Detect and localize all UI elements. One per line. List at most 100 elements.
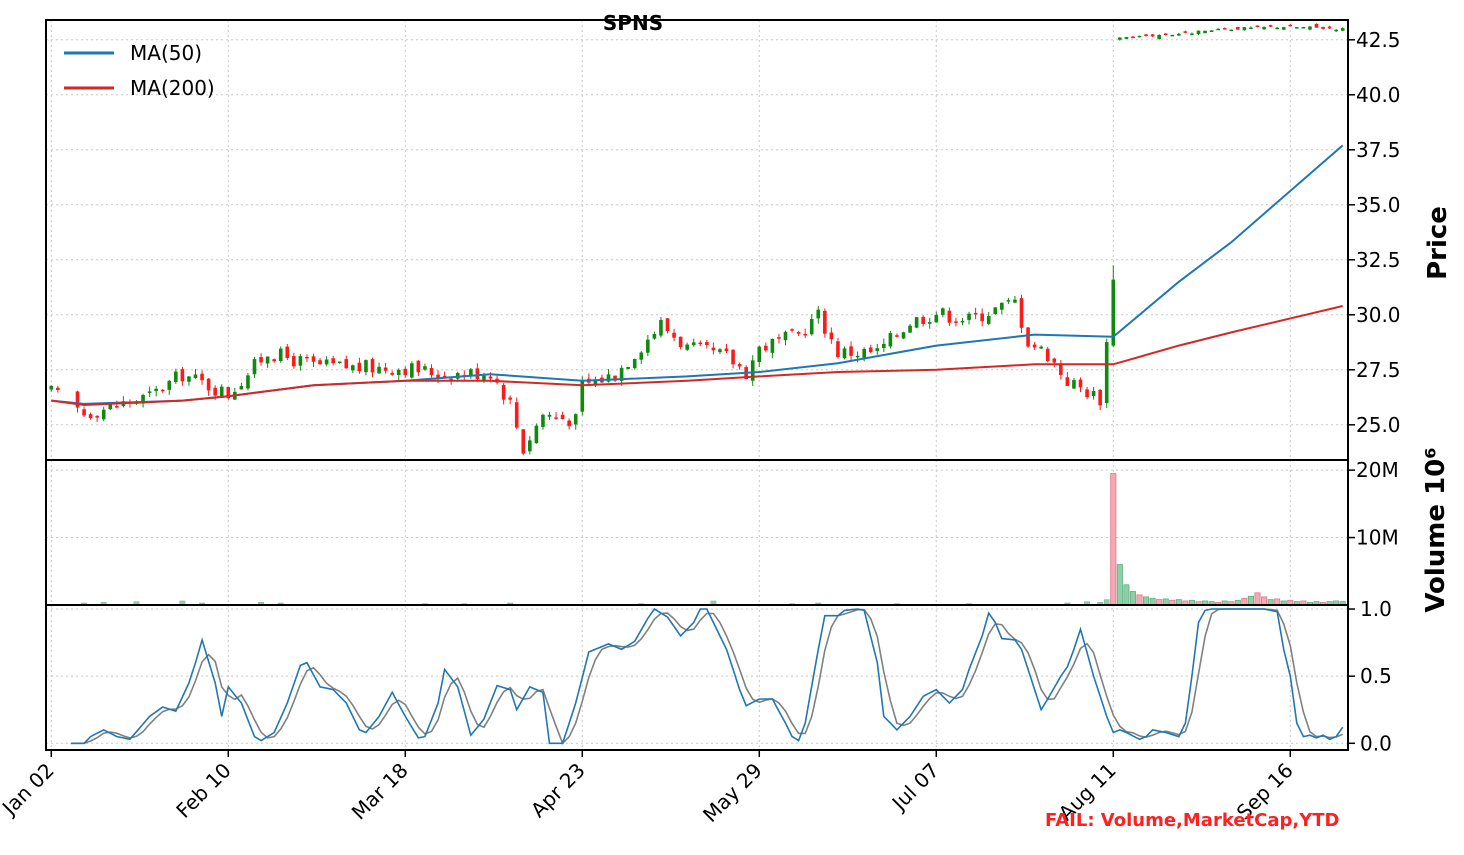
- volume-tick-label: 20M: [1356, 458, 1399, 482]
- candle-body: [724, 348, 729, 352]
- candle-body: [1163, 33, 1168, 35]
- candle-body: [1308, 26, 1312, 30]
- candle-body: [1242, 27, 1247, 31]
- candle-body: [619, 367, 624, 381]
- candle-body: [1255, 25, 1260, 28]
- candle-body: [200, 373, 204, 381]
- candle-body: [560, 414, 565, 420]
- candle-body: [278, 348, 283, 362]
- candle-body: [1013, 299, 1017, 303]
- candle-body: [960, 320, 965, 323]
- candle-body: [718, 349, 722, 353]
- osc-tick-label: 0.5: [1360, 664, 1392, 688]
- candle-body: [1045, 348, 1050, 362]
- volume-panel: [81, 473, 1346, 606]
- volume-tick-label: 10M: [1356, 526, 1399, 550]
- candle-body: [1118, 37, 1122, 40]
- candle-body: [364, 360, 368, 373]
- candle-body: [442, 375, 447, 378]
- candle-body: [783, 331, 788, 341]
- candle-body: [1229, 29, 1234, 32]
- candle-body: [272, 359, 276, 362]
- price-tick-label: 37.5: [1356, 138, 1401, 162]
- volume-bar: [1149, 597, 1156, 606]
- chart-title: SPNS: [603, 11, 663, 35]
- candle-body: [750, 360, 755, 381]
- price-tick-label: 30.0: [1356, 303, 1401, 327]
- candle-body: [777, 337, 781, 339]
- x-tick-label: Feb 10: [171, 758, 236, 823]
- candle-body: [514, 402, 519, 428]
- legend-label-ma200: MA(200): [130, 76, 215, 100]
- candle-body: [986, 316, 991, 324]
- candle-body: [101, 409, 106, 420]
- candle-body: [174, 371, 178, 382]
- candle-body: [1275, 27, 1279, 30]
- candle-body: [947, 310, 952, 323]
- candle-body: [1314, 23, 1319, 28]
- candle-body: [344, 359, 349, 369]
- candle-body: [626, 366, 630, 369]
- candle-body: [488, 376, 493, 379]
- volume-bar: [1261, 596, 1268, 606]
- candle-body: [573, 414, 578, 425]
- candle-body: [705, 342, 709, 346]
- candle-body: [613, 375, 617, 381]
- candle-body: [351, 365, 355, 371]
- candle-body: [318, 360, 322, 365]
- candle-body: [685, 344, 689, 350]
- candle-body: [292, 356, 296, 367]
- candle-body: [331, 358, 335, 364]
- candle-body: [1222, 28, 1227, 30]
- candle-body: [534, 425, 539, 444]
- candle-body: [528, 440, 532, 452]
- candle-body: [698, 342, 703, 345]
- candle-body: [246, 375, 250, 389]
- candle-body: [1216, 28, 1220, 31]
- candle-body: [1131, 36, 1135, 39]
- candle-body: [1281, 27, 1286, 30]
- candle-body: [855, 355, 860, 358]
- candle-body: [1327, 26, 1332, 29]
- candle-body: [1104, 342, 1109, 404]
- candle-body: [554, 417, 558, 419]
- candle-body: [803, 333, 807, 336]
- candle-body: [1321, 26, 1325, 29]
- candle-body: [108, 403, 113, 410]
- candle-body: [305, 356, 309, 359]
- candle-body: [1137, 35, 1142, 38]
- candle-body: [213, 387, 217, 396]
- candle-body: [239, 386, 244, 390]
- candle-body: [206, 378, 211, 391]
- candle-body: [429, 368, 434, 376]
- candle-body: [927, 322, 932, 324]
- candle-body: [88, 414, 93, 419]
- candle-body: [82, 409, 86, 416]
- candle-body: [154, 388, 158, 391]
- candle-body: [980, 313, 984, 322]
- candle-body: [1052, 358, 1057, 363]
- x-tick-label: May 29: [698, 758, 767, 827]
- candle-body: [1000, 302, 1004, 310]
- candle-body: [252, 359, 257, 375]
- candle-body: [1196, 30, 1201, 34]
- candle-body: [973, 312, 978, 315]
- candle-body: [632, 358, 637, 369]
- candle-body: [1334, 29, 1338, 32]
- candle-body: [501, 384, 506, 400]
- candle-body: [934, 314, 939, 323]
- candle-body: [1006, 300, 1011, 302]
- candle-body: [882, 343, 886, 348]
- volume-bar: [1116, 564, 1123, 606]
- candle-body: [711, 347, 716, 351]
- candle-body: [895, 335, 899, 337]
- candle-body: [1019, 298, 1024, 328]
- candle-body: [1072, 380, 1076, 389]
- candle-body: [1236, 26, 1240, 30]
- candle-body: [1288, 24, 1293, 27]
- candle-body: [324, 359, 329, 365]
- candle-body: [1098, 390, 1102, 406]
- candle-body: [1203, 30, 1207, 34]
- candle-body: [1262, 27, 1266, 30]
- candle-body: [436, 374, 440, 379]
